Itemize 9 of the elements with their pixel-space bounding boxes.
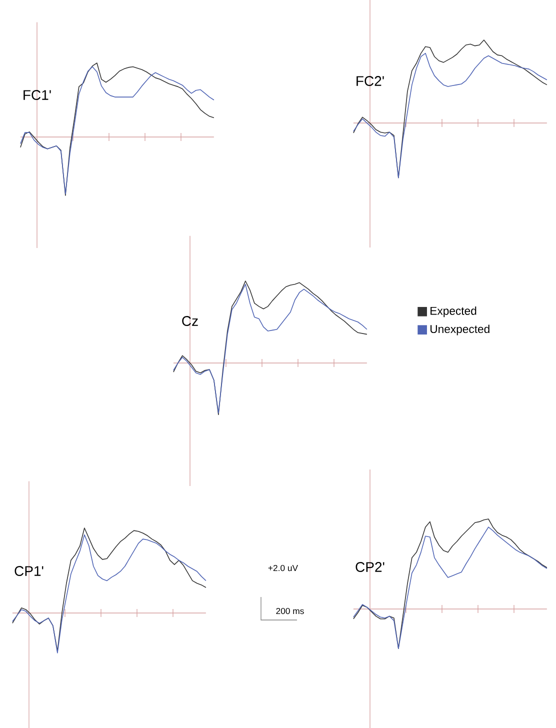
text: +2.0 uV [268, 564, 298, 572]
text: Cz [182, 316, 198, 326]
text: FC2' [356, 76, 384, 86]
legend-label: Expected [430, 306, 476, 318]
legend-label: Unexpected [430, 324, 490, 336]
text: CP1' [14, 566, 44, 576]
text: FC1' [24, 90, 51, 100]
text: CP2' [356, 562, 384, 572]
text: 200 ms [276, 608, 304, 614]
